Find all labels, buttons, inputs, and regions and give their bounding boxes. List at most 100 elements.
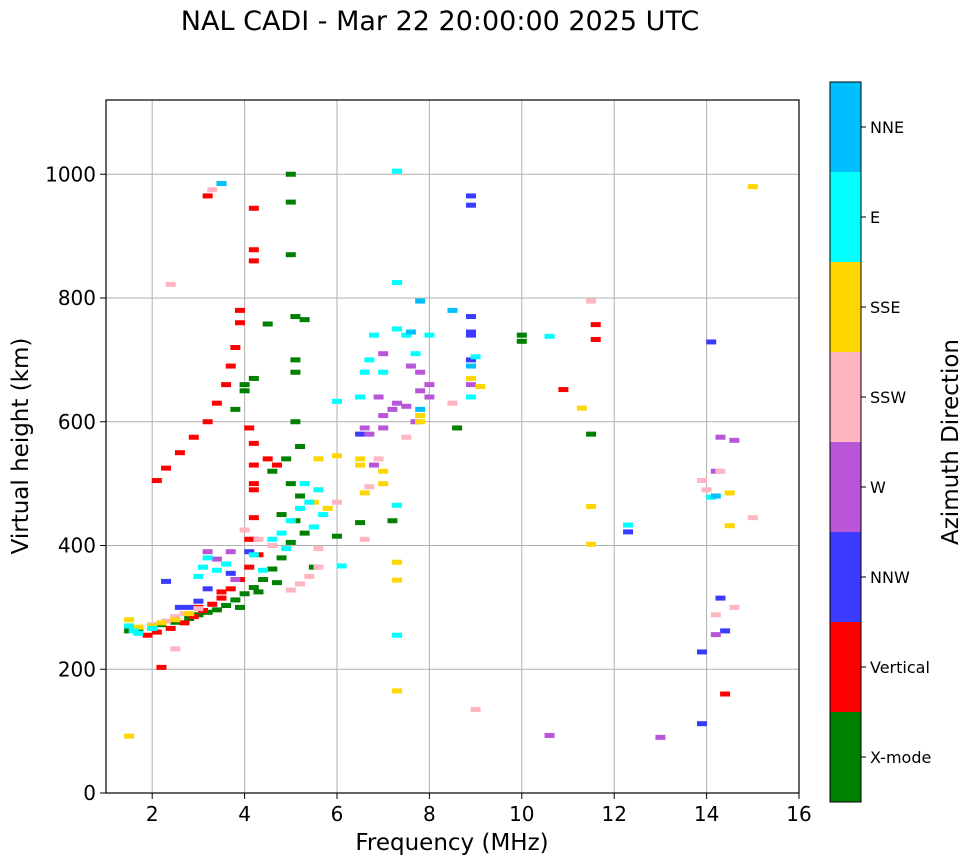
data-point — [359, 369, 370, 375]
data-point — [170, 646, 181, 652]
data-point — [701, 487, 712, 493]
data-point — [655, 734, 666, 740]
data-point — [729, 437, 740, 443]
data-point — [225, 363, 236, 369]
colorbar-segment — [830, 172, 861, 262]
data-point — [248, 247, 259, 253]
series-vertical — [142, 193, 731, 697]
data-point — [415, 413, 426, 419]
data-point — [359, 490, 370, 496]
colorbar-frame — [829, 81, 862, 803]
data-point — [373, 456, 384, 462]
data-point — [308, 524, 319, 530]
data-point — [244, 564, 255, 570]
data-point — [590, 322, 601, 328]
data-point — [207, 601, 218, 607]
series-x-mode — [124, 171, 597, 634]
series-nnw — [161, 193, 731, 727]
data-point — [415, 369, 426, 375]
data-point — [322, 505, 333, 511]
data-point — [165, 625, 176, 631]
data-point — [332, 398, 342, 404]
data-point — [230, 406, 241, 412]
data-point — [285, 539, 296, 545]
y-axis-ticks: 0 200 400 600 800 1000 — [45, 162, 106, 805]
data-point — [715, 434, 726, 440]
data-point — [184, 611, 195, 617]
data-point — [133, 624, 144, 630]
data-point — [258, 567, 269, 573]
data-point — [415, 406, 426, 412]
data-point — [253, 589, 264, 595]
data-point — [378, 481, 389, 487]
data-point — [424, 332, 435, 338]
colorbar-tick-label: SSE — [870, 298, 900, 317]
data-point — [285, 252, 296, 258]
data-point — [415, 388, 426, 394]
data-point — [710, 632, 721, 638]
data-point — [368, 332, 379, 338]
data-point — [586, 298, 597, 304]
data-point — [276, 512, 287, 518]
data-point — [124, 617, 135, 623]
data-point — [475, 383, 486, 389]
data-point — [447, 400, 458, 406]
data-point — [516, 332, 527, 338]
data-point — [299, 530, 310, 536]
data-point — [239, 591, 250, 597]
data-point — [188, 614, 199, 620]
data-point — [710, 493, 721, 499]
data-point — [313, 456, 324, 462]
data-point — [147, 625, 158, 631]
data-point — [211, 400, 222, 406]
data-point — [193, 598, 204, 604]
data-point — [230, 597, 241, 603]
data-point — [304, 573, 315, 579]
data-point — [378, 468, 389, 474]
data-point — [216, 181, 227, 187]
data-point — [747, 515, 758, 521]
data-point — [392, 688, 403, 694]
data-point — [225, 586, 236, 592]
data-point — [267, 468, 278, 474]
data-point — [262, 321, 273, 327]
data-point — [271, 580, 282, 586]
data-point — [285, 518, 296, 524]
data-point — [392, 502, 403, 508]
data-point — [729, 604, 740, 610]
data-point — [332, 533, 342, 539]
data-point — [378, 425, 389, 431]
data-point — [174, 604, 185, 610]
data-point — [211, 607, 222, 613]
data-point — [276, 555, 287, 561]
data-point — [586, 504, 597, 510]
data-point — [290, 419, 301, 425]
data-point — [188, 434, 199, 440]
data-point — [387, 518, 398, 524]
data-point — [234, 320, 245, 326]
data-point — [544, 333, 555, 339]
data-point — [202, 586, 213, 592]
data-point — [281, 456, 292, 462]
data-point — [447, 307, 458, 313]
data-point — [355, 456, 366, 462]
data-point — [211, 567, 222, 573]
series-ssw — [147, 187, 758, 712]
data-point — [392, 577, 403, 583]
series-sse — [124, 184, 758, 739]
data-point — [156, 620, 167, 626]
data-point — [405, 363, 416, 369]
x-axis-label: Frequency (MHz) — [355, 830, 548, 856]
data-point — [290, 369, 301, 375]
data-point — [267, 543, 278, 548]
data-point — [332, 453, 342, 459]
data-point — [202, 549, 213, 555]
x-tick-label: 6 — [331, 802, 344, 826]
data-point — [285, 587, 296, 593]
data-point — [318, 512, 329, 518]
data-point — [586, 541, 597, 547]
colorbar-segment — [830, 82, 861, 172]
data-point — [239, 382, 250, 388]
data-point — [299, 317, 310, 323]
data-point — [401, 403, 412, 409]
